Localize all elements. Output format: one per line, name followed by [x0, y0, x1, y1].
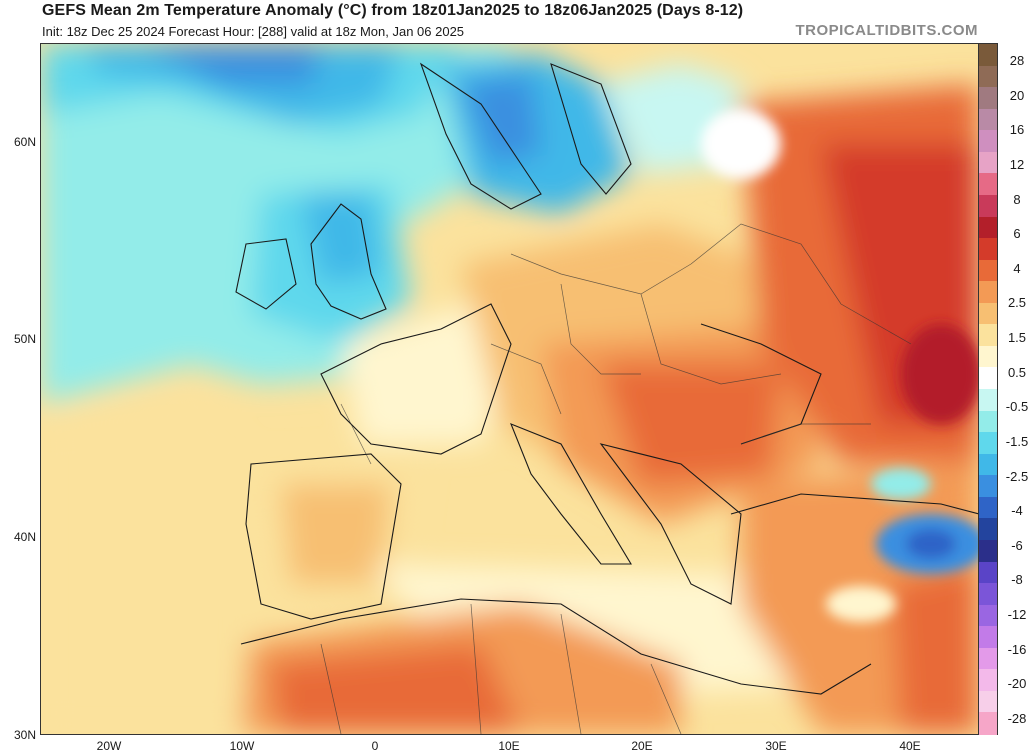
legend-swatch [979, 87, 997, 110]
legend-swatch [979, 539, 997, 562]
legend-swatch [979, 281, 997, 304]
legend-label: -4 [1011, 503, 1023, 519]
legend-swatch [979, 561, 997, 584]
lon-label-20e: 20E [631, 739, 653, 753]
legend-swatch [979, 647, 997, 670]
coastline-layer [235, 62, 979, 695]
legend-label: -6 [1011, 537, 1023, 553]
legend-swatch [979, 44, 997, 67]
legend-swatch [979, 302, 997, 325]
legend-label: -16 [1007, 641, 1027, 657]
lon-label-0: 0 [371, 739, 379, 753]
legend-label: -20 [1007, 676, 1027, 692]
legend-swatch [979, 583, 997, 606]
lon-label-10e: 10E [498, 739, 520, 753]
legend-swatch [979, 604, 997, 627]
legend-label: -12 [1007, 607, 1027, 623]
legend-swatch [979, 151, 997, 174]
map-subtitle: Init: 18z Dec 25 2024 Forecast Hour: [28… [42, 24, 465, 39]
legend-swatch [979, 475, 997, 498]
legend-swatch [979, 410, 997, 433]
anomaly-map [40, 43, 980, 735]
legend-label: -28 [1007, 711, 1027, 726]
lat-label-30n: 30N [13, 728, 36, 742]
legend-swatch [979, 345, 997, 368]
legend-swatch [979, 690, 997, 713]
anomaly-map-canvas [41, 44, 979, 734]
legend-swatch [979, 324, 997, 347]
legend-label: 0.5 [1007, 364, 1027, 380]
legend-label: 16 [1009, 122, 1025, 138]
lon-label-30e: 30E [765, 739, 787, 753]
map-title: GEFS Mean 2m Temperature Anomaly (°C) fr… [42, 2, 744, 19]
legend-swatch [979, 712, 997, 735]
legend-swatch [979, 518, 997, 541]
legend-swatch [979, 108, 997, 131]
lon-label-40e: 40E [899, 739, 921, 753]
legend-swatch [979, 130, 997, 153]
legend-swatch [979, 367, 997, 390]
legend-label: -2.5 [1005, 468, 1029, 484]
legend-label: 1.5 [1007, 330, 1027, 346]
legend-label: 28 [1009, 53, 1025, 68]
legend-swatch [979, 216, 997, 239]
lat-label-50n: 50N [13, 332, 36, 346]
color-scale-legend [978, 43, 998, 735]
legend-swatch [979, 453, 997, 476]
legend-swatch [979, 65, 997, 88]
legend-label: 6 [1013, 226, 1021, 242]
legend-swatch [979, 496, 997, 519]
legend-label: 12 [1009, 156, 1025, 172]
legend-label: 8 [1013, 191, 1021, 207]
legend-swatch [979, 194, 997, 217]
legend-swatch [979, 432, 997, 455]
lon-label-20w: 20W [96, 739, 122, 753]
lon-label-10w: 10W [229, 739, 255, 753]
legend-swatch [979, 626, 997, 649]
lat-label-60n: 60N [13, 135, 36, 149]
legend-label: -8 [1011, 572, 1023, 588]
brand-watermark: TROPICALTIDBITS.COM [795, 22, 978, 39]
legend-swatch [979, 238, 997, 261]
legend-label: 2.5 [1007, 295, 1027, 311]
legend-label: -0.5 [1005, 399, 1029, 415]
legend-swatch [979, 389, 997, 412]
legend-label: 4 [1013, 260, 1021, 276]
legend-label: -1.5 [1005, 433, 1029, 449]
legend-label: 20 [1009, 87, 1025, 103]
legend-swatch [979, 173, 997, 196]
legend-swatch [979, 259, 997, 282]
legend-swatch [979, 669, 997, 692]
lat-label-40n: 40N [13, 530, 36, 544]
border-layer [320, 223, 912, 734]
